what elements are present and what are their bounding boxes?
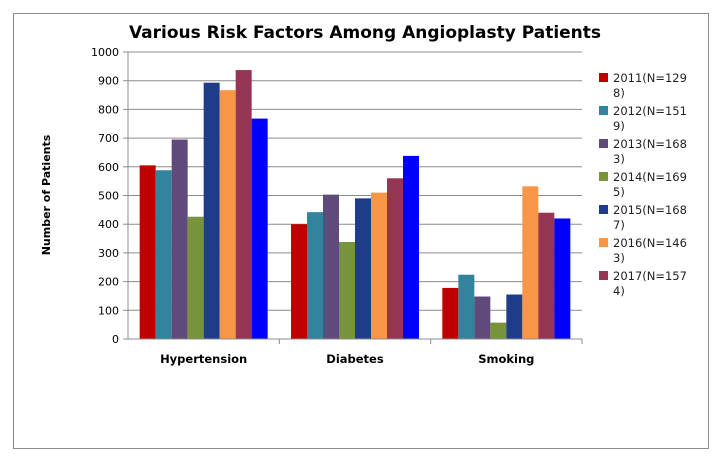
legend-swatch — [599, 106, 608, 115]
bar — [506, 294, 523, 339]
legend-label: 2011(N=129 — [613, 71, 687, 85]
legend-swatch — [599, 139, 608, 148]
bar — [387, 178, 403, 339]
y-tick-label: 100 — [98, 304, 119, 317]
bars — [139, 70, 571, 340]
bar — [219, 90, 236, 340]
bar — [139, 165, 156, 339]
bar — [458, 274, 475, 339]
y-tick-label: 900 — [98, 75, 119, 88]
legend-label: 3) — [613, 251, 625, 265]
legend-label: 2017(N=157 — [613, 269, 687, 283]
bar — [371, 192, 387, 339]
bar — [187, 216, 204, 339]
legend-label: 2015(N=168 — [613, 203, 687, 217]
bar — [307, 212, 323, 339]
y-tick-label: 300 — [98, 247, 119, 260]
bar — [291, 224, 307, 339]
legend-label: 3) — [613, 152, 625, 166]
bar — [155, 170, 172, 339]
legend-label: 2012(N=151 — [613, 104, 687, 118]
legend-swatch — [599, 238, 608, 247]
bar — [339, 241, 355, 339]
bar — [403, 155, 419, 339]
bar — [171, 139, 188, 339]
bar — [490, 322, 507, 339]
x-axis-categories: Hypertension Diabetes Smoking — [160, 352, 534, 366]
y-axis-label: Number of Patients — [40, 134, 53, 255]
chart-title: Various Risk Factors Among Angioplasty P… — [129, 23, 601, 43]
y-tick-label: 500 — [98, 190, 119, 203]
x-category-label: Smoking — [478, 352, 534, 366]
legend-label: 2013(N=168 — [613, 137, 687, 151]
legend-swatch — [599, 205, 608, 214]
y-tick-label: 1000 — [91, 46, 119, 59]
bar — [323, 194, 339, 339]
axes — [127, 52, 583, 344]
bar — [554, 218, 571, 339]
legend-label: 2014(N=169 — [613, 170, 687, 184]
x-category-label: Hypertension — [160, 352, 247, 366]
bar — [251, 118, 268, 339]
bar — [235, 70, 252, 340]
y-tick-label: 700 — [98, 132, 119, 145]
legend-label: 2016(N=146 — [613, 236, 687, 250]
x-category-label: Diabetes — [326, 352, 384, 366]
y-tick-label: 0 — [112, 333, 119, 346]
bar — [522, 186, 539, 339]
y-tick-label: 400 — [98, 218, 119, 231]
legend-label: 8) — [613, 86, 625, 100]
y-tick-label: 800 — [98, 103, 119, 116]
bar — [203, 82, 220, 340]
legend-swatch — [599, 172, 608, 181]
bar — [355, 198, 371, 339]
legend-label: 7) — [613, 218, 625, 232]
legend-swatch — [599, 73, 608, 82]
y-axis-ticks: 0 100 200 300 400 500 600 700 800 900 1000 — [91, 46, 128, 346]
legend-swatch — [599, 271, 608, 280]
y-tick-label: 200 — [98, 276, 119, 289]
bar — [442, 287, 459, 339]
legend-label: 9) — [613, 119, 625, 133]
legend-label: 5) — [613, 185, 625, 199]
legend: 2011(N=1298)2012(N=1519)2013(N=1683)2014… — [599, 71, 687, 298]
legend-label: 4) — [613, 284, 625, 298]
bar — [474, 296, 491, 339]
y-tick-label: 600 — [98, 161, 119, 174]
bar — [538, 212, 555, 339]
